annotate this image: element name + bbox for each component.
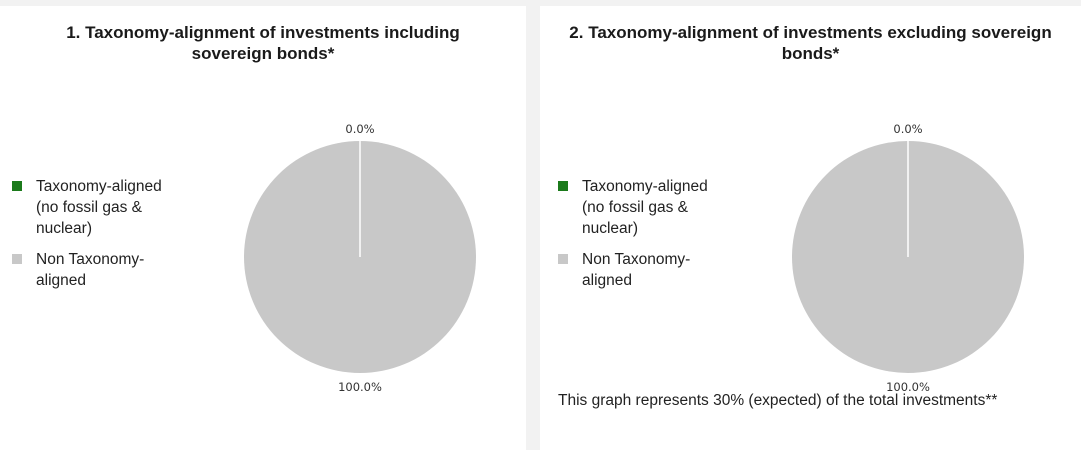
legend-item-non-aligned: Non Taxonomy-aligned [12,249,186,291]
legend-swatch-non-aligned [12,254,22,264]
data-label-non-aligned: 100.0% [338,380,382,394]
data-label-aligned: 0.0% [345,122,374,136]
chart-panel-excluding-sovereign-bonds: 2. Taxonomy-alignment of investments exc… [540,6,1081,450]
legend-swatch-aligned [558,181,568,191]
data-label-aligned: 0.0% [893,122,922,136]
legend-swatch-non-aligned [558,254,568,264]
data-label-non-aligned: 100.0% [886,380,930,394]
pie-chart: 0.0% 100.0% [788,100,1028,394]
legend-swatch-aligned [12,181,22,191]
legend-item-aligned: Taxonomy-aligned (no fossil gas & nuclea… [558,176,732,239]
legend-item-aligned: Taxonomy-aligned (no fossil gas & nuclea… [12,176,186,239]
legend-label-aligned: Taxonomy-aligned (no fossil gas & nuclea… [36,178,162,237]
chart-panel-including-sovereign-bonds: 1. Taxonomy-alignment of investments inc… [0,6,526,450]
legend-label-non-aligned: Non Taxonomy-aligned [582,251,691,289]
legend-label-non-aligned: Non Taxonomy-aligned [36,251,145,289]
chart-footnote: This graph represents 30% (expected) of … [558,392,998,409]
pie-chart: 0.0% 100.0% [240,100,480,394]
legend-item-non-aligned: Non Taxonomy-aligned [558,249,732,291]
chart-title: 2. Taxonomy-alignment of investments exc… [569,23,1052,63]
chart-legend: Taxonomy-aligned (no fossil gas & nuclea… [558,176,732,301]
chart-title: 1. Taxonomy-alignment of investments inc… [66,23,460,63]
legend-label-aligned: Taxonomy-aligned (no fossil gas & nuclea… [582,178,708,237]
pie-svg: 0.0% 100.0% [244,122,476,394]
pie-svg: 0.0% 100.0% [792,122,1024,394]
chart-legend: Taxonomy-aligned (no fossil gas & nuclea… [12,176,186,301]
